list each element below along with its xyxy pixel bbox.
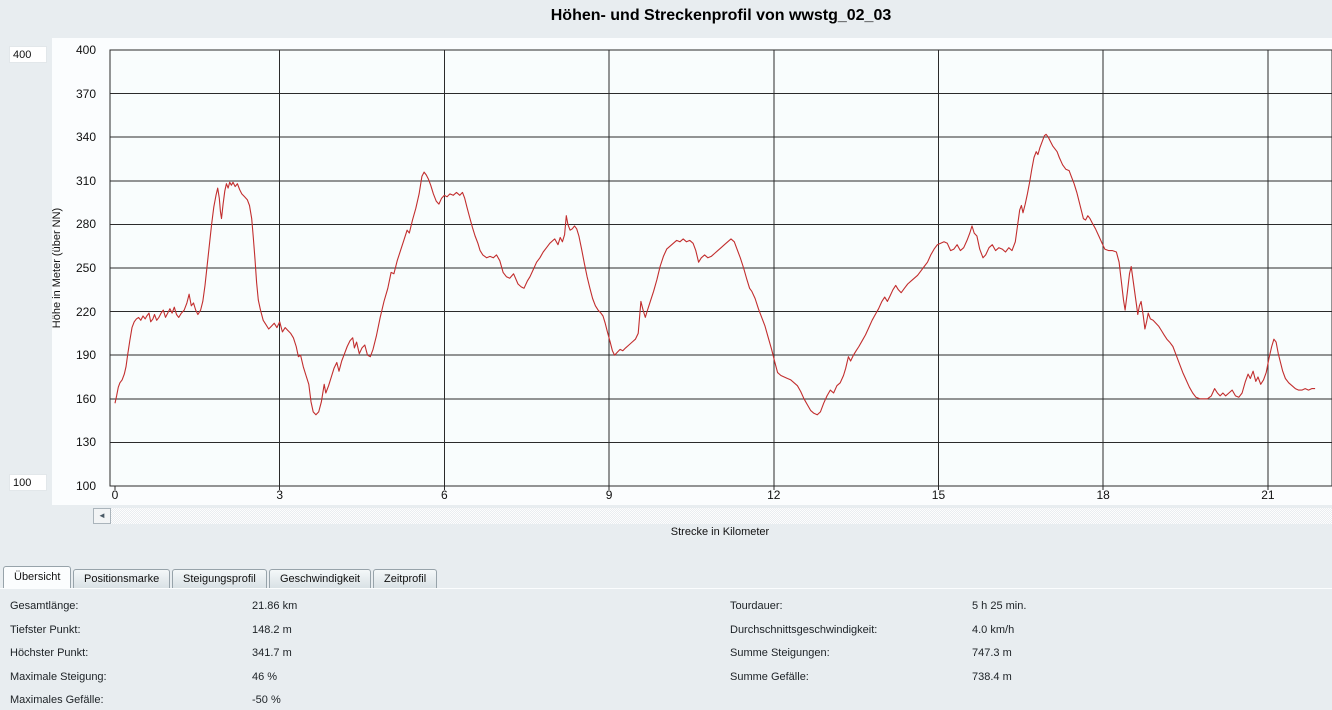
stat-label-hochster-punkt-: Höchster Punkt:: [10, 647, 89, 659]
x-axis-title: Strecke in Kilometer: [670, 526, 770, 538]
elevation-plot: [109, 49, 1332, 490]
stat-label-durchschnittsgeschwindigkeit-: Durchschnittsgeschwindigkeit:: [730, 623, 878, 636]
x-tick-label: 18: [1096, 488, 1110, 502]
stat-label-tourdauer-: Tourdauer:: [730, 600, 783, 612]
stat-value-hochster-punkt-: 341.7 m: [252, 647, 292, 659]
horizontal-scrollbar[interactable]: ◄: [93, 508, 1332, 524]
x-tick-label: 9: [605, 488, 613, 502]
tab-ubersicht[interactable]: Übersicht: [3, 566, 72, 588]
tab-positionsmarke[interactable]: Positionsmarke: [73, 569, 171, 588]
x-tick-label: 6: [441, 488, 448, 502]
x-tick-label: 3: [276, 488, 284, 502]
x-tick-label: 0: [111, 488, 119, 502]
x-tick-label: 12: [767, 488, 781, 502]
scrollbar-left-button[interactable]: ◄: [93, 508, 111, 524]
y-tick-label: 100: [75, 479, 96, 493]
y-tick-label: 310: [75, 173, 96, 188]
y-tick-label: 340: [75, 130, 96, 145]
y-tick-label: 220: [75, 304, 96, 319]
tab-steigungsprofil[interactable]: Steigungsprofil: [172, 569, 267, 588]
stat-label-maximale-steigung-: Maximale Steigung:: [10, 670, 107, 683]
stat-value-tourdauer-: 5 h 25 min.: [972, 600, 1027, 612]
y-tick-label: 280: [75, 217, 96, 232]
stat-label-summe-gefalle-: Summe Gefälle:: [730, 670, 809, 683]
stat-label-maximales-gefalle-: Maximales Gefälle:: [10, 694, 104, 706]
scroll-left-arrow-icon: ◄: [98, 511, 106, 520]
tab-page-edge: [0, 588, 1332, 589]
scrollbar-track[interactable]: [111, 508, 1332, 524]
y-tick-label: 160: [75, 391, 96, 406]
stat-label-gesamtlange-: Gesamtlänge:: [10, 600, 79, 612]
y-axis-max-input[interactable]: [9, 46, 47, 63]
elevation-curve: [114, 133, 1316, 416]
x-tick-label: 21: [1261, 488, 1275, 502]
y-tick-label: 190: [75, 348, 96, 363]
y-tick-label: 400: [75, 43, 96, 57]
plot-border: [109, 49, 1332, 487]
stat-value-maximales-gefalle-: -50 %: [252, 694, 281, 706]
stat-value-summe-steigungen-: 747.3 m: [972, 647, 1012, 659]
chart-title: Höhen- und Streckenprofil von wwstg_02_0…: [550, 7, 892, 24]
y-tick-label: 250: [75, 261, 96, 275]
stat-value-durchschnittsgeschwindigkeit-: 4.0 km/h: [972, 623, 1015, 636]
stat-label-tiefster-punkt-: Tiefster Punkt:: [10, 623, 81, 636]
stat-value-gesamtlange-: 21.86 km: [252, 600, 298, 612]
y-tick-label: 370: [75, 86, 96, 101]
tab-geschwindigkeit[interactable]: Geschwindigkeit: [269, 569, 372, 588]
stat-value-maximale-steigung-: 46 %: [252, 670, 278, 683]
tab-zeitprofil[interactable]: Zeitprofil: [373, 569, 438, 588]
stat-label-summe-steigungen-: Summe Steigungen:: [730, 647, 830, 659]
x-tick-label: 15: [931, 488, 946, 502]
stat-value-tiefster-punkt-: 148.2 m: [252, 623, 292, 636]
y-tick-label: 130: [75, 435, 96, 450]
tab-bar: Übersicht Positionsmarke Steigungsprofil Ge…: [0, 566, 1332, 588]
stat-value-summe-gefalle-: 738.4 m: [972, 670, 1012, 683]
y-axis-min-input[interactable]: [9, 474, 47, 491]
